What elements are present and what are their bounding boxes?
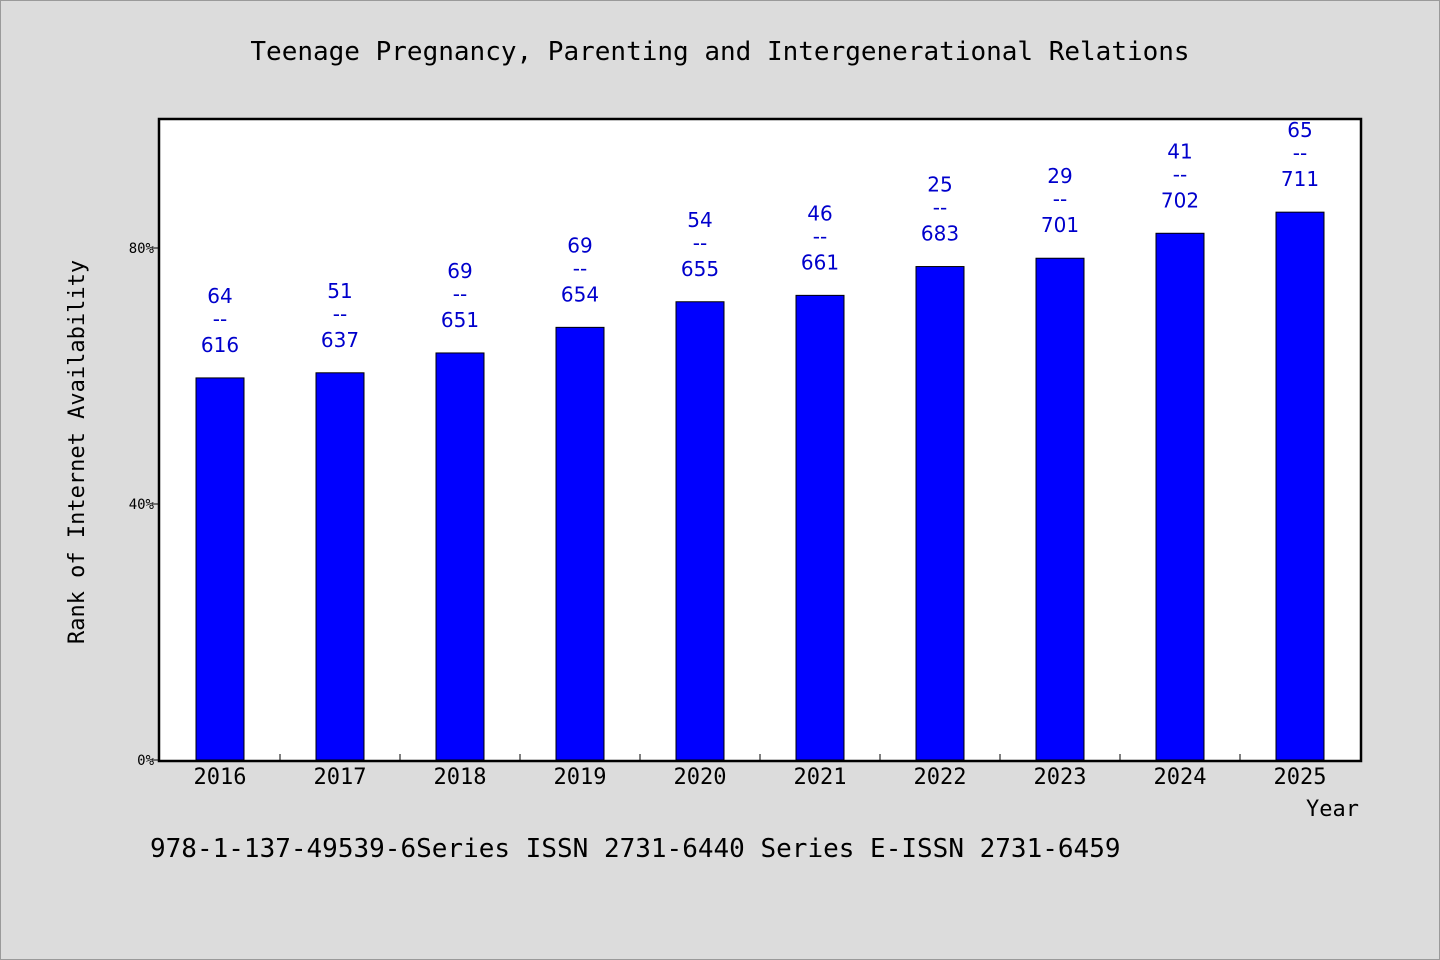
y-tick-label: 40% <box>129 497 155 513</box>
data-label-bottom: 637 <box>321 328 359 352</box>
data-label-bottom: 654 <box>561 282 599 306</box>
bar <box>195 377 245 761</box>
x-tick-label: 2023 <box>1034 765 1087 790</box>
data-label-separator: -- <box>693 231 707 255</box>
bar <box>555 326 605 761</box>
data-label-separator: -- <box>813 224 827 248</box>
data-label-bottom: 616 <box>201 333 239 357</box>
bar <box>1275 211 1325 761</box>
x-tick-label: 2019 <box>554 765 607 790</box>
data-label-bottom: 711 <box>1281 167 1319 191</box>
bar <box>675 301 725 761</box>
data-label-top: 29 <box>1047 164 1072 188</box>
x-tick-label: 2025 <box>1274 765 1327 790</box>
data-label-top: 51 <box>327 279 352 303</box>
bar <box>915 266 965 761</box>
bar <box>315 372 365 761</box>
x-tick-label: 2016 <box>194 765 247 790</box>
data-label-top: 54 <box>687 208 712 232</box>
bar <box>1035 257 1085 761</box>
bar <box>435 352 485 761</box>
data-label-bottom: 661 <box>801 250 839 274</box>
x-tick-label: 2017 <box>314 765 367 790</box>
x-axis-ticks: 2016 2017 2018 2019 2020 2021 2022 2023 2024 2025 <box>194 754 1327 790</box>
y-tick-label: 0% <box>137 753 154 769</box>
data-label-separator: -- <box>1173 162 1187 186</box>
data-label-top: 41 <box>1167 139 1192 163</box>
bar <box>1155 232 1205 761</box>
data-label-top: 69 <box>567 233 592 257</box>
footer-isbn-text: 978-1-137-49539-6Series ISSN 2731-6440 S… <box>150 834 1121 864</box>
y-axis-label: Rank of Internet Availability <box>65 260 90 644</box>
data-label-bottom: 701 <box>1041 213 1079 237</box>
data-label-top: 69 <box>447 259 472 283</box>
y-axis-ticks: 0% 40% 80% <box>129 241 160 769</box>
data-label-bottom: 655 <box>681 257 719 281</box>
x-tick-label: 2020 <box>674 765 727 790</box>
data-label-separator: -- <box>933 196 947 220</box>
x-tick-label: 2021 <box>794 765 847 790</box>
data-label-bottom: 651 <box>441 308 479 332</box>
bar <box>795 294 845 761</box>
data-label-top: 64 <box>207 284 232 308</box>
data-label-separator: -- <box>573 256 587 280</box>
data-label-bottom: 702 <box>1161 188 1199 212</box>
y-tick-label: 80% <box>129 241 155 257</box>
x-axis-label: Year <box>1306 797 1359 822</box>
data-labels-group: 64--61651--63769--65169--65454--65546--6… <box>201 118 1319 357</box>
data-label-top: 25 <box>927 173 952 197</box>
chart-title: Teenage Pregnancy, Parenting and Interge… <box>250 37 1189 67</box>
data-label-bottom: 683 <box>921 222 959 246</box>
data-label-separator: -- <box>333 302 347 326</box>
data-label-separator: -- <box>453 282 467 306</box>
bars-group <box>195 211 1325 761</box>
x-tick-label: 2018 <box>434 765 487 790</box>
x-tick-label: 2022 <box>914 765 967 790</box>
data-label-separator: -- <box>213 307 227 331</box>
data-label-separator: -- <box>1053 187 1067 211</box>
data-label-separator: -- <box>1293 141 1307 165</box>
data-label-top: 46 <box>807 201 832 225</box>
x-tick-label: 2024 <box>1154 765 1207 790</box>
data-label-top: 65 <box>1287 118 1312 142</box>
